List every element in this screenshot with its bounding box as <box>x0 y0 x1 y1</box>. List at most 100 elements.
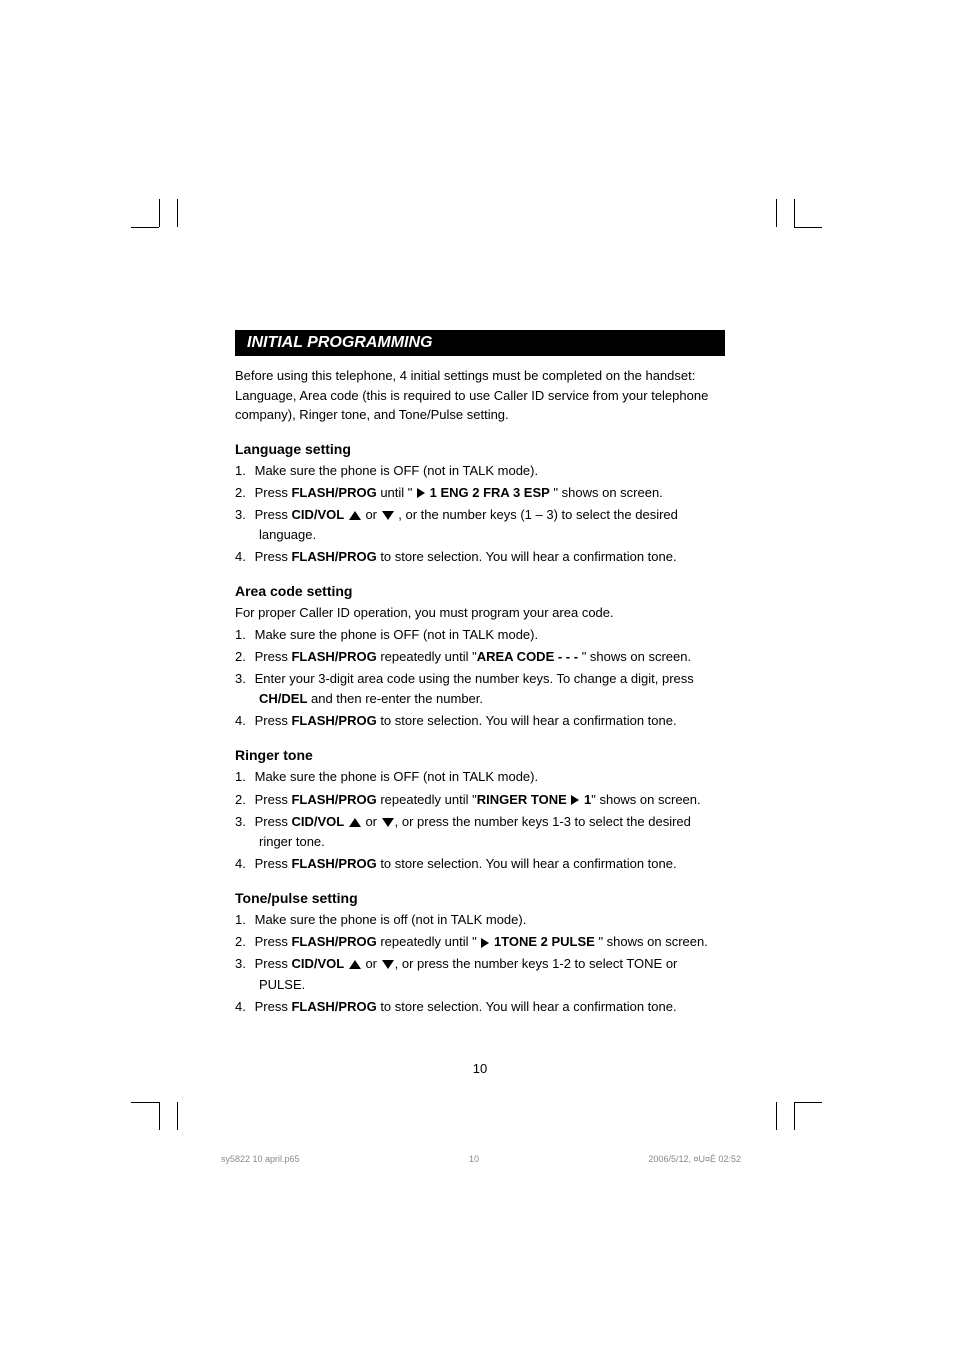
list-item: 3. Press CID/VOL or , or press the numbe… <box>235 954 725 994</box>
key-label: FLASH/PROG <box>291 792 376 807</box>
key-label: CH/DEL <box>259 691 307 706</box>
list-item: 1. Make sure the phone is off (not in TA… <box>235 910 725 930</box>
step-text: repeatedly until " <box>377 649 477 664</box>
crop-mark <box>776 1102 777 1130</box>
step-text: to store selection. You will hear a conf… <box>377 713 677 728</box>
list-item: 3. Press CID/VOL or , or press the numbe… <box>235 812 725 852</box>
crop-mark <box>159 199 160 227</box>
key-label: FLASH/PROG <box>291 999 376 1014</box>
crop-mark <box>776 199 777 227</box>
ringer-steps: 1. Make sure the phone is OFF (not in TA… <box>235 767 725 874</box>
list-item: 3. Enter your 3-digit area code using th… <box>235 669 725 709</box>
footer-page: 10 <box>469 1154 479 1164</box>
list-item: 2. Press FLASH/PROG until " 1 ENG 2 FRA … <box>235 483 725 503</box>
step-text: or <box>362 956 381 971</box>
key-label: CID/VOL <box>291 507 344 522</box>
page-content: INITIAL PROGRAMMING Before using this te… <box>235 330 725 1076</box>
list-item: 1. Make sure the phone is OFF (not in TA… <box>235 625 725 645</box>
footer-timestamp: 2006/5/12, ¤U¤È 02:52 <box>648 1154 741 1164</box>
key-label: FLASH/PROG <box>291 713 376 728</box>
step-text: or <box>362 814 381 829</box>
step-text: " shows on screen. <box>595 934 708 949</box>
step-number: 4. <box>235 711 251 731</box>
step-text: Press <box>255 792 292 807</box>
step-text: Press <box>255 856 292 871</box>
triangle-down-icon <box>382 511 394 520</box>
triangle-up-icon <box>349 960 361 969</box>
step-text: Press <box>255 549 292 564</box>
screen-label: 1TONE 2 PULSE <box>490 934 595 949</box>
step-text: Press <box>255 649 292 664</box>
step-text: or <box>362 507 381 522</box>
step-number: 4. <box>235 854 251 874</box>
screen-label: AREA CODE - - - <box>477 649 578 664</box>
step-text: Make sure the phone is off (not in TALK … <box>255 912 527 927</box>
step-number: 1. <box>235 767 251 787</box>
step-number: 3. <box>235 505 251 525</box>
step-text: Make sure the phone is OFF (not in TALK … <box>255 463 538 478</box>
step-number: 3. <box>235 812 251 832</box>
key-label: FLASH/PROG <box>291 549 376 564</box>
areacode-intro: For proper Caller ID operation, you must… <box>235 603 725 623</box>
list-item: 4. Press FLASH/PROG to store selection. … <box>235 854 725 874</box>
section-header: INITIAL PROGRAMMING <box>235 330 725 356</box>
step-text: " shows on screen. <box>591 792 700 807</box>
page-number: 10 <box>235 1061 725 1076</box>
step-text: Press <box>255 814 292 829</box>
crop-mark <box>794 1102 822 1103</box>
crop-mark <box>131 227 159 228</box>
step-text: Make sure the phone is OFF (not in TALK … <box>255 627 538 642</box>
key-label: CID/VOL <box>291 814 344 829</box>
step-text: repeatedly until " <box>377 934 481 949</box>
step-number: 2. <box>235 790 251 810</box>
triangle-down-icon <box>382 818 394 827</box>
ringer-heading: Ringer tone <box>235 747 725 763</box>
step-number: 2. <box>235 932 251 952</box>
list-item: 1. Make sure the phone is OFF (not in TA… <box>235 461 725 481</box>
crop-mark <box>177 199 178 227</box>
step-text: until " <box>377 485 416 500</box>
step-text: repeatedly until " <box>377 792 477 807</box>
crop-mark <box>159 1102 160 1130</box>
step-number: 1. <box>235 910 251 930</box>
key-label: CID/VOL <box>291 956 344 971</box>
step-text: to store selection. You will hear a conf… <box>377 856 677 871</box>
list-item: 4. Press FLASH/PROG to store selection. … <box>235 547 725 567</box>
crop-mark <box>794 227 822 228</box>
areacode-steps: 1. Make sure the phone is OFF (not in TA… <box>235 625 725 732</box>
list-item: 2. Press FLASH/PROG repeatedly until "RI… <box>235 790 725 810</box>
step-text: " shows on screen. <box>550 485 663 500</box>
crop-mark <box>794 1102 795 1130</box>
step-text: Press <box>255 485 292 500</box>
step-text: " shows on screen. <box>578 649 691 664</box>
footer-filename: sy5822 10 april.p65 <box>221 1154 300 1164</box>
list-item: 4. Press FLASH/PROG to store selection. … <box>235 711 725 731</box>
triangle-up-icon <box>349 511 361 520</box>
triangle-right-icon <box>481 938 489 948</box>
step-text: to store selection. You will hear a conf… <box>377 999 677 1014</box>
step-text: Press <box>255 999 292 1014</box>
intro-paragraph: Before using this telephone, 4 initial s… <box>235 366 725 425</box>
step-text: Press <box>255 956 292 971</box>
areacode-heading: Area code setting <box>235 583 725 599</box>
triangle-down-icon <box>382 960 394 969</box>
step-number: 2. <box>235 647 251 667</box>
language-heading: Language setting <box>235 441 725 457</box>
crop-mark <box>131 1102 159 1103</box>
crop-mark <box>794 199 795 227</box>
language-steps: 1. Make sure the phone is OFF (not in TA… <box>235 461 725 568</box>
step-number: 4. <box>235 997 251 1017</box>
step-text: and then re-enter the number. <box>307 691 483 706</box>
print-footer: sy5822 10 april.p65 10 2006/5/12, ¤U¤È 0… <box>221 1154 741 1164</box>
key-label: FLASH/PROG <box>291 485 376 500</box>
crop-mark <box>177 1102 178 1130</box>
screen-label: 1 ENG 2 FRA 3 ESP <box>426 485 550 500</box>
key-label: FLASH/PROG <box>291 934 376 949</box>
tonepulse-steps: 1. Make sure the phone is off (not in TA… <box>235 910 725 1017</box>
step-text: to store selection. You will hear a conf… <box>377 549 677 564</box>
step-number: 2. <box>235 483 251 503</box>
tonepulse-heading: Tone/pulse setting <box>235 890 725 906</box>
step-number: 1. <box>235 625 251 645</box>
key-label: FLASH/PROG <box>291 649 376 664</box>
step-text: Press <box>255 713 292 728</box>
